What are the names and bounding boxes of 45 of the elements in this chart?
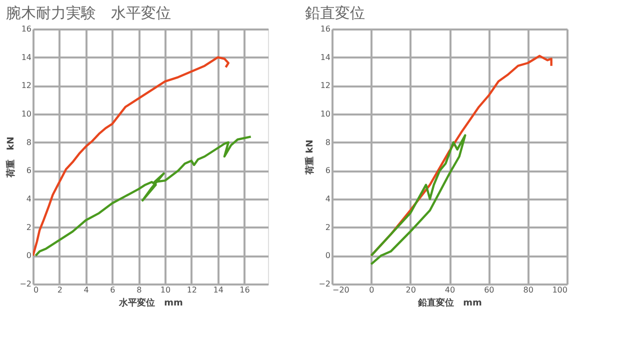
x-tick-label: 40	[444, 286, 456, 294]
x-tick-label: 2	[57, 286, 62, 294]
x-tick-label: 16	[240, 286, 250, 294]
x-tick-label: 0	[34, 286, 39, 294]
y-tick-label: 16	[21, 24, 32, 34]
y-tick-label: −2	[318, 280, 330, 288]
y-axis-title: 荷重 kN	[6, 136, 17, 178]
y-tick-label: 12	[21, 81, 32, 90]
y-tick-label: 8	[325, 138, 330, 147]
y-tick-label: 10	[320, 110, 330, 118]
x-tick-label: −20	[332, 286, 350, 294]
chart-title: 鉛直変位	[305, 4, 366, 22]
line-series	[33, 56, 230, 257]
x-tick-label: 20	[406, 286, 416, 294]
y-tick-label: 0	[26, 251, 32, 260]
y-tick-label: 2	[26, 222, 32, 232]
x-tick-label: 60	[484, 286, 494, 294]
y-tick-label: 14	[320, 52, 330, 62]
y-tick-label: 0	[325, 251, 330, 260]
y-tick-label: 12	[320, 81, 330, 90]
y-tick-label: 14	[21, 52, 32, 62]
x-tick-label: 8	[136, 286, 142, 294]
line-series	[34, 136, 252, 257]
x-tick-label: 12	[186, 286, 198, 294]
chart-title: 腕木耐力実験 水平変位	[6, 4, 172, 22]
x-tick-label: 10	[160, 286, 171, 294]
line-series	[370, 134, 466, 266]
x-tick-label: 4	[84, 286, 89, 294]
x-tick-label: 0	[369, 286, 374, 294]
y-tick-label: 6	[325, 166, 330, 176]
y-tick-label: −2	[20, 280, 32, 288]
x-axis-title: 水平変位 mm	[118, 298, 183, 308]
y-tick-label: 2	[325, 222, 330, 232]
y-tick-label: 10	[21, 110, 32, 118]
y-axis-title: 荷重 kN	[304, 140, 316, 176]
y-tick-label: 4	[325, 194, 330, 204]
y-tick-label: 16	[320, 24, 330, 34]
y-tick-label: 6	[26, 166, 32, 176]
y-tick-label: 8	[26, 138, 32, 147]
x-tick-label: 80	[523, 286, 534, 294]
y-tick-label: 4	[26, 194, 32, 204]
x-tick-label: 14	[213, 286, 224, 294]
x-axis-title: 鉛直変位 mm	[417, 298, 482, 308]
x-tick-label: 6	[110, 286, 116, 294]
x-tick-label: 100	[552, 286, 568, 294]
